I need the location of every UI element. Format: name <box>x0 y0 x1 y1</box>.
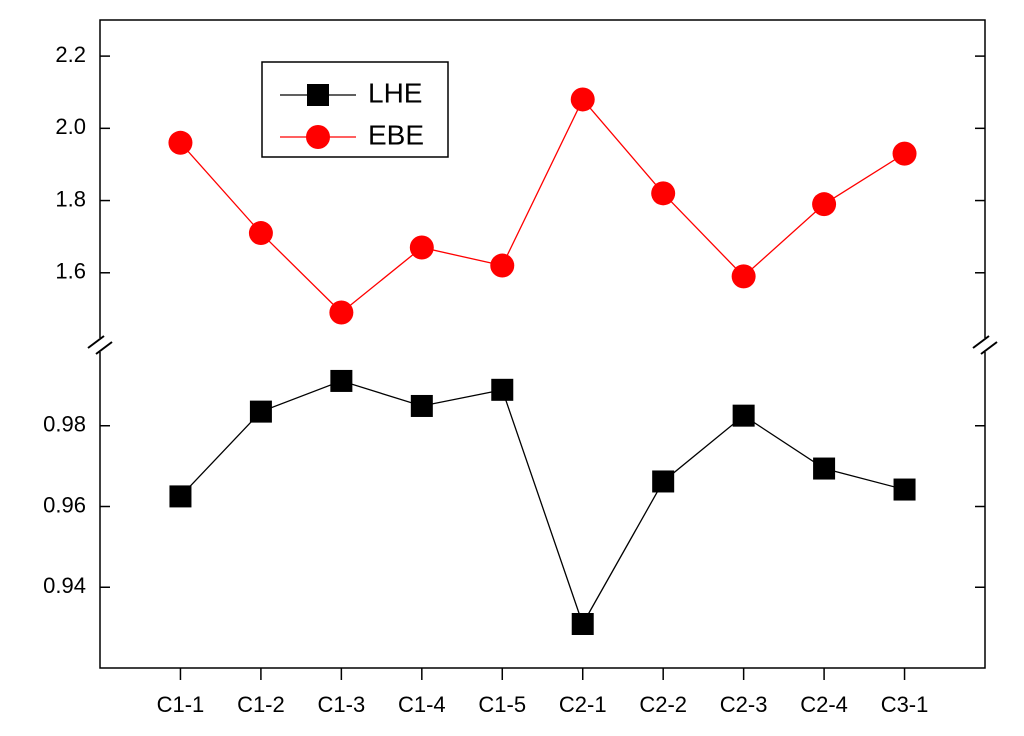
data-point <box>491 378 514 401</box>
x-tick-label: C2-4 <box>800 692 848 717</box>
x-tick-label: C3-1 <box>881 692 929 717</box>
series-line <box>179 380 905 626</box>
legend-label: LHE <box>368 77 422 108</box>
x-tick-label: C1-5 <box>478 692 526 717</box>
data-point <box>409 235 434 260</box>
data-point <box>570 87 595 112</box>
data-point <box>731 264 756 289</box>
y-tick-label: 0.96 <box>43 492 86 517</box>
data-point <box>651 181 676 206</box>
x-tick-label: C1-1 <box>157 692 205 717</box>
data-point <box>490 253 515 278</box>
x-tick-label: C2-2 <box>639 692 687 717</box>
data-point <box>812 192 837 217</box>
x-tick-label: C2-1 <box>559 692 607 717</box>
legend-box <box>261 61 449 158</box>
data-point <box>168 130 193 155</box>
x-tick-label: C1-2 <box>237 692 285 717</box>
y-tick-label: 1.6 <box>55 259 86 284</box>
series-line <box>179 98 905 314</box>
y-tick-label: 1.8 <box>55 186 86 211</box>
legend-marker <box>306 125 330 149</box>
legend-marker <box>307 84 329 106</box>
data-point <box>330 369 353 392</box>
data-point <box>169 485 192 508</box>
x-tick-label: C2-3 <box>720 692 768 717</box>
data-point <box>652 470 675 493</box>
y-tick-label: 2.2 <box>55 42 86 67</box>
y-tick-label: 2.0 <box>55 114 86 139</box>
data-point <box>410 394 433 417</box>
legend-label: EBE <box>368 119 424 150</box>
data-point <box>329 300 354 325</box>
y-tick-label: 0.98 <box>43 412 86 437</box>
data-point <box>571 612 594 635</box>
y-tick-label: 0.94 <box>43 573 86 598</box>
data-point <box>732 404 755 427</box>
plot-frame <box>99 19 986 669</box>
axis-break <box>87 335 998 355</box>
x-tick-label: C1-3 <box>318 692 366 717</box>
data-point <box>892 141 917 166</box>
data-point <box>893 478 916 501</box>
x-tick-label: C1-4 <box>398 692 446 717</box>
data-point <box>249 400 272 423</box>
data-point <box>248 221 273 246</box>
data-point <box>813 457 836 480</box>
